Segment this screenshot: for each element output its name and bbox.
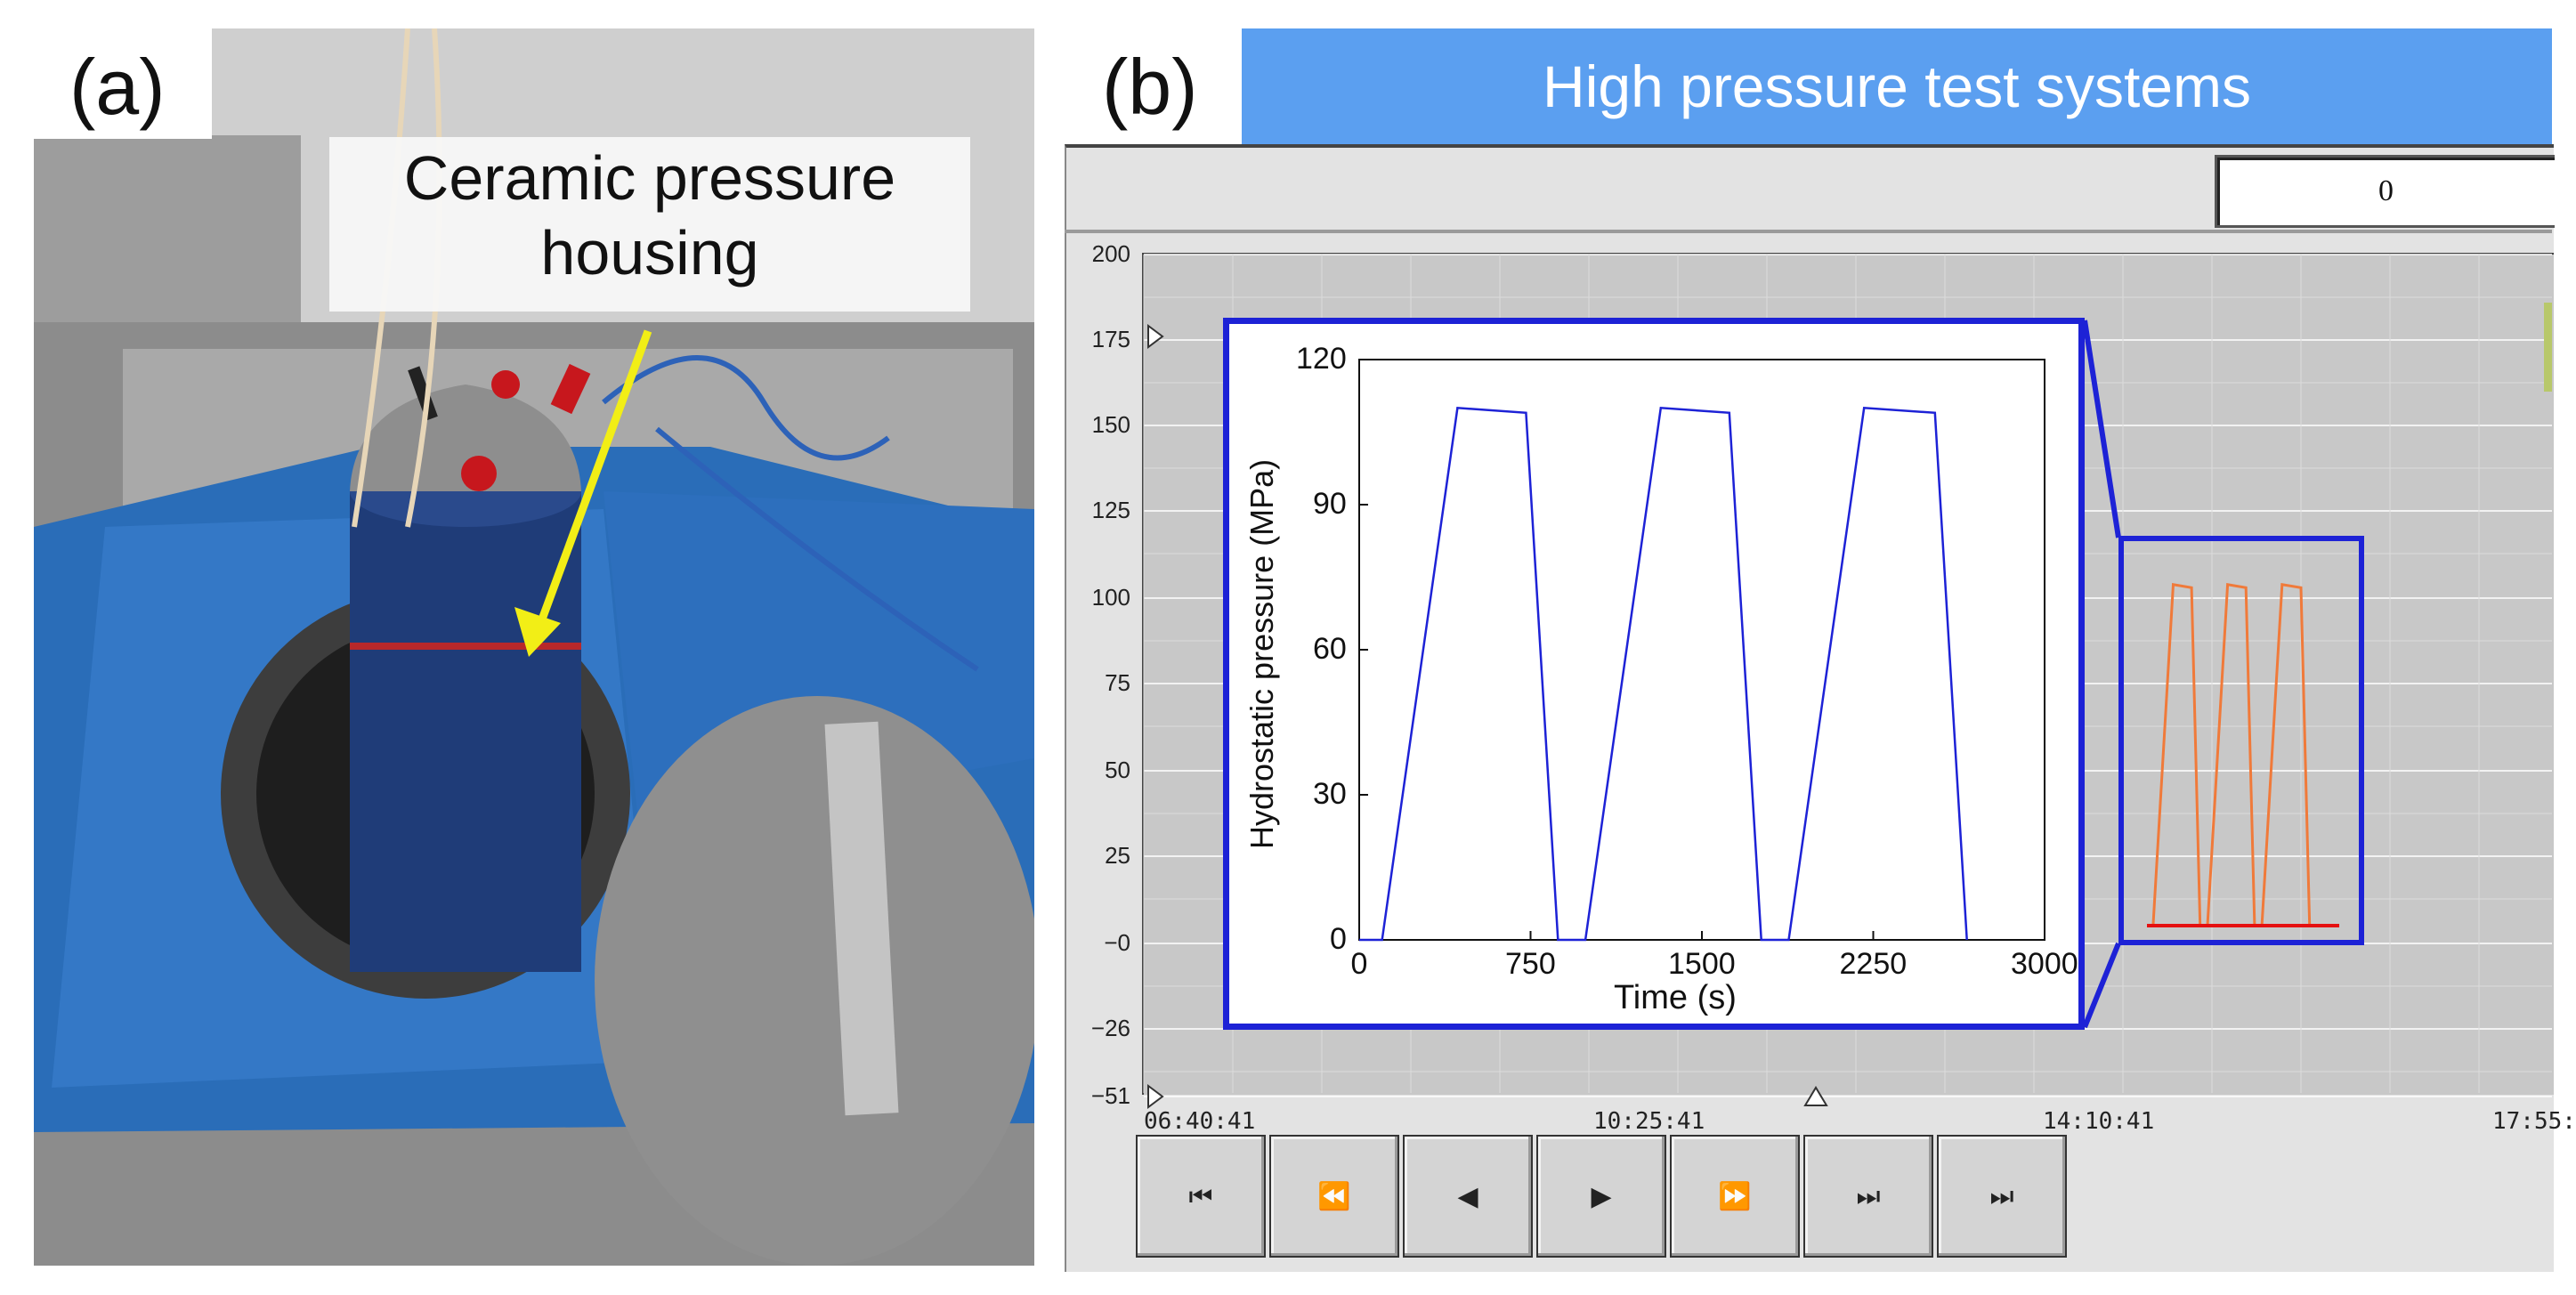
fast-forward-icon: ⏩	[1718, 1180, 1752, 1212]
trend-y-tick: 25	[1105, 842, 1130, 869]
inset-x-tick: 3000	[2011, 947, 2078, 981]
red-connector	[461, 456, 497, 491]
skip-to-start-icon: ⏮	[1188, 1180, 1213, 1212]
counter-display[interactable]: 0	[2215, 155, 2555, 228]
apparatus-photo	[34, 28, 1034, 1266]
inset-chart: 0 750 1500 2250 3000 0 30 60 90 120 Hydrostatic p…	[1223, 318, 2085, 1030]
trend-y-tick: 125	[1091, 497, 1130, 523]
callout-label: Ceramic pressure housing	[329, 137, 970, 312]
panel-a-label: (a)	[34, 28, 212, 139]
trace-highlight-box	[2118, 536, 2364, 945]
lower-limit-marker	[1147, 1084, 1164, 1109]
trend-x-tick: 17:55:41	[2492, 1108, 2576, 1135]
inset-y-tick: 60	[1313, 632, 1347, 666]
hmi-title-bar: High pressure test systems	[1242, 28, 2552, 144]
trend-y-tick: −51	[1090, 1082, 1130, 1109]
callout-arrow-shaft	[535, 329, 652, 628]
play-icon: ▶	[1591, 1180, 1612, 1212]
inset-x-axis-label: Time (s)	[1614, 979, 1737, 1016]
trend-y-tick: 175	[1091, 326, 1130, 352]
callout-arrow-head	[514, 607, 561, 657]
playback-end-button[interactable]: ⏭	[1937, 1135, 2067, 1258]
trend-y-tick: −26	[1090, 1015, 1130, 1041]
trend-y-tick: 75	[1105, 669, 1130, 696]
playback-last-button[interactable]: ⏭	[1803, 1135, 1933, 1258]
inset-y-axis-label: Hydrostatic pressure (MPa)	[1243, 458, 1280, 849]
step-back-icon: ◀	[1457, 1180, 1478, 1212]
inset-y-tick: 0	[1330, 922, 1347, 956]
playback-first-button[interactable]: ⏮	[1136, 1135, 1266, 1258]
trend-y-tick: 50	[1105, 757, 1130, 783]
trend-y-tick: 200	[1091, 240, 1130, 267]
time-cursor-marker	[1803, 1086, 1828, 1106]
inset-x-tick: 0	[1350, 947, 1368, 981]
skip-end-icon: ⏭	[1989, 1180, 2014, 1212]
inset-y-tick: 120	[1296, 342, 1347, 376]
pressure-housing-cap	[350, 384, 581, 491]
playback-controls: ⏮ ⏪ ◀ ▶ ⏩ ⏭ ⏭	[1136, 1135, 2070, 1259]
playback-back-button[interactable]: ◀	[1403, 1135, 1533, 1258]
playback-rewind-button[interactable]: ⏪	[1269, 1135, 1399, 1258]
apparatus-illustration	[34, 28, 1034, 1266]
pressure-housing-body	[350, 491, 581, 972]
trend-y-tick: −0	[1104, 929, 1130, 956]
inset-x-tick: 2250	[1839, 947, 1908, 981]
trend-y-tick: 100	[1091, 584, 1130, 611]
inset-x-tick: 750	[1505, 947, 1556, 981]
panel-b-label: (b)	[1066, 28, 1244, 139]
callout-line-1: Ceramic pressure	[403, 143, 896, 213]
upper-limit-marker	[1147, 324, 1164, 349]
skip-to-end-icon: ⏭	[1856, 1180, 1881, 1212]
pressure-trace	[2147, 583, 2312, 927]
trend-y-tick: 150	[1091, 411, 1130, 438]
inset-chart-svg	[1358, 359, 2045, 942]
inset-y-tick: 90	[1313, 487, 1347, 521]
inset-pressure-line	[1359, 406, 1968, 942]
inset-plot-frame	[1358, 359, 2045, 941]
inset-y-tick: 30	[1313, 777, 1347, 811]
playback-play-button[interactable]: ▶	[1536, 1135, 1666, 1258]
trend-x-tick: 10:25:41	[1593, 1108, 1705, 1135]
hmi-divider	[1065, 230, 2552, 233]
rewind-icon: ⏪	[1317, 1180, 1351, 1212]
callout-line-2: housing	[540, 218, 759, 287]
cover-plate	[595, 696, 1034, 1266]
trend-x-tick: 14:10:41	[2043, 1108, 2155, 1135]
playback-fast-forward-button[interactable]: ⏩	[1670, 1135, 1800, 1258]
status-indicator	[2544, 303, 2552, 392]
inset-x-tick: 1500	[1668, 947, 1736, 981]
trend-x-tick: 06:40:41	[1144, 1108, 1256, 1135]
